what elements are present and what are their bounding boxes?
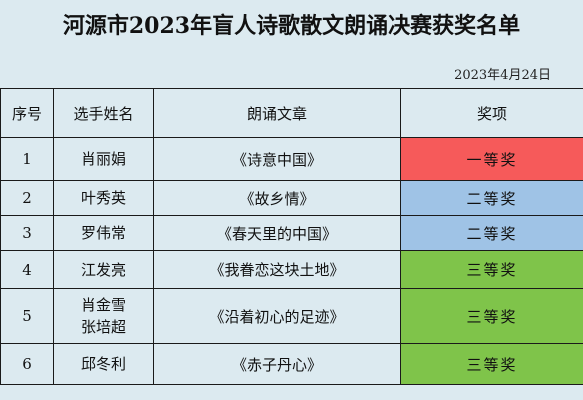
row-number: 6 (0, 343, 54, 385)
date-label: 2023年4月24日 (454, 68, 551, 83)
header-row: 序号 选手姓名 朗诵文章 奖项 (0, 88, 583, 138)
contestant-name: 罗伟常 (53, 215, 154, 251)
row-number: 3 (0, 215, 54, 251)
contestant-name: 江发亮 (53, 250, 154, 289)
table-row: 5 肖金雪 张培超 《沿着初心的足迹》 三等奖 (0, 288, 583, 344)
recited-work: 《我眷恋这块土地》 (153, 250, 401, 289)
table-row: 4 江发亮 《我眷恋这块土地》 三等奖 (0, 250, 583, 289)
prize-cell: 三等奖 (400, 288, 583, 344)
award-table: 序号 选手姓名 朗诵文章 奖项 1 肖丽娟 《诗意中国》 一等奖 2 叶秀英 《… (0, 88, 583, 385)
row-number: 2 (0, 180, 54, 216)
header-prize: 奖项 (400, 88, 583, 138)
recited-work: 《春天里的中国》 (153, 215, 401, 251)
header-work: 朗诵文章 (153, 88, 401, 138)
recited-work: 《赤子丹心》 (153, 343, 401, 385)
contestant-name: 叶秀英 (53, 180, 154, 216)
prize-cell: 三等奖 (400, 343, 583, 385)
prize-cell: 二等奖 (400, 180, 583, 216)
table-row: 2 叶秀英 《故乡情》 二等奖 (0, 180, 583, 216)
row-number: 4 (0, 250, 54, 289)
header-number: 序号 (0, 88, 54, 138)
table-row: 6 邱冬利 《赤子丹心》 三等奖 (0, 343, 583, 385)
contestant-name: 肖金雪 张培超 (53, 288, 154, 344)
table-row: 1 肖丽娟 《诗意中国》 一等奖 (0, 137, 583, 181)
recited-work: 《故乡情》 (153, 180, 401, 216)
recited-work: 《沿着初心的足迹》 (153, 288, 401, 344)
prize-cell: 三等奖 (400, 250, 583, 289)
contestant-name: 肖丽娟 (53, 137, 154, 181)
page-title: 河源市2023年盲人诗歌散文朗诵决赛获奖名单 (62, 13, 521, 39)
prize-cell: 一等奖 (400, 137, 583, 181)
row-number: 1 (0, 137, 54, 181)
prize-cell: 二等奖 (400, 215, 583, 251)
recited-work: 《诗意中国》 (153, 137, 401, 181)
row-number: 5 (0, 288, 54, 344)
table-row: 3 罗伟常 《春天里的中国》 二等奖 (0, 215, 583, 251)
contestant-name: 邱冬利 (53, 343, 154, 385)
header-name: 选手姓名 (53, 88, 154, 138)
